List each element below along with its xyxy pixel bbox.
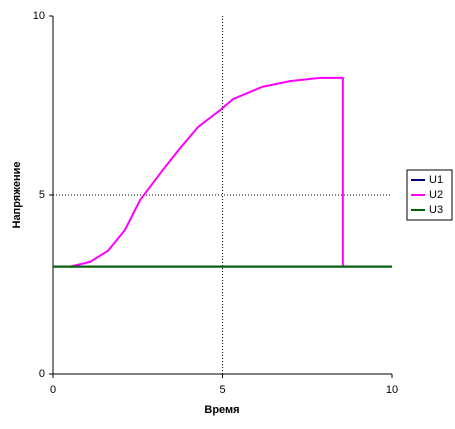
legend-label: U1	[429, 174, 443, 186]
series-line	[69, 76, 344, 268]
y-tick-label: 5	[39, 189, 45, 201]
legend-label: U3	[429, 204, 443, 216]
y-tick-label: 0	[39, 368, 45, 380]
y-axis-title: Напряжение	[11, 162, 23, 229]
x-tick-label: 0	[50, 384, 56, 396]
x-axis-title: Время	[204, 404, 239, 416]
x-tick-label: 10	[386, 384, 398, 396]
y-tick-label: 10	[33, 10, 45, 22]
legend-label: U2	[429, 189, 443, 201]
x-tick-label: 5	[219, 384, 225, 396]
